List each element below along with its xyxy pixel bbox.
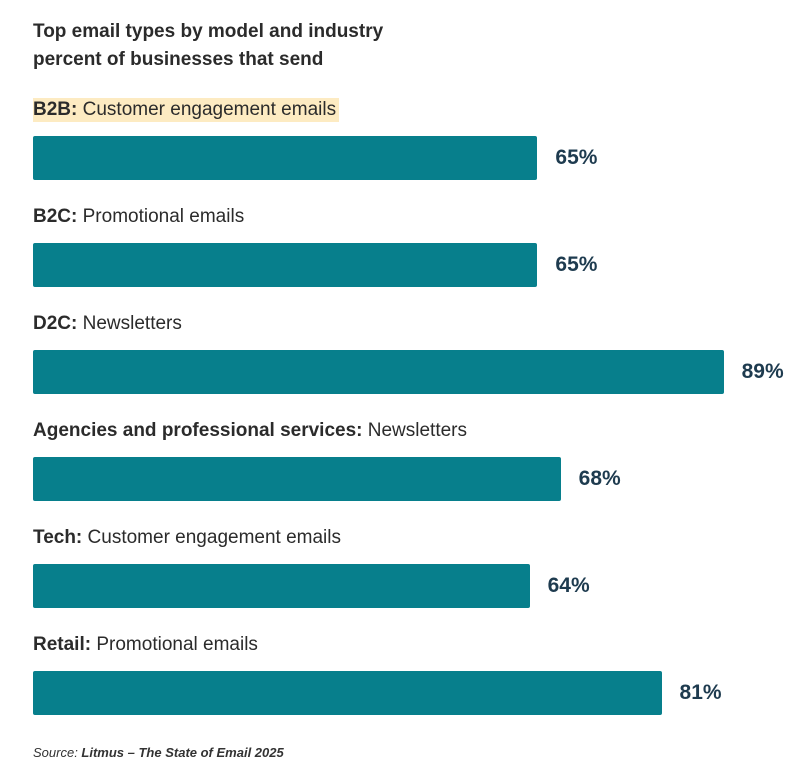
source-note: Source: Litmus – The State of Email 2025 [33,745,284,760]
value-label: 65% [555,146,598,169]
category-email-type: Newsletters [77,313,182,334]
value-label: 64% [547,574,590,597]
category-segment: Tech: [33,527,83,548]
category-segment: Retail: [33,634,92,655]
value-label: 68% [578,467,621,490]
chart-title: Top email types by model and industry pe… [33,18,383,74]
category-email-type: Promotional emails [91,634,258,655]
bar [33,564,530,608]
bar [33,243,538,287]
category-label: Agencies and professional services: News… [33,419,470,443]
category-label: Retail: Promotional emails [33,633,261,657]
bar [33,136,538,180]
value-label: 81% [679,681,722,704]
bar [33,457,561,501]
category-label: Tech: Customer engagement emails [33,526,344,550]
chart-subtitle: percent of businesses that send [33,49,324,70]
category-label: B2B: Customer engagement emails [33,98,340,122]
chart-title-line-1: Top email types by model and industry [33,21,384,42]
category-segment: Agencies and professional services: [33,420,363,441]
category-label: D2C: Newsletters [33,312,185,336]
value-label: 89% [741,360,784,383]
category-email-type: Customer engagement emails [77,99,337,120]
source-lead: Source: [33,745,82,760]
category-label: B2C: Promotional emails [33,205,247,229]
category-segment: B2B: [33,99,78,120]
bar [33,350,724,394]
category-email-type: Promotional emails [77,206,245,227]
category-segment: D2C: [33,313,78,334]
value-label: 65% [555,253,598,276]
category-email-type: Customer engagement emails [82,527,342,548]
category-email-type: Newsletters [362,420,467,441]
source-name: Litmus – The State of Email 2025 [81,745,284,760]
category-segment: B2C: [33,206,78,227]
bar [33,671,662,715]
